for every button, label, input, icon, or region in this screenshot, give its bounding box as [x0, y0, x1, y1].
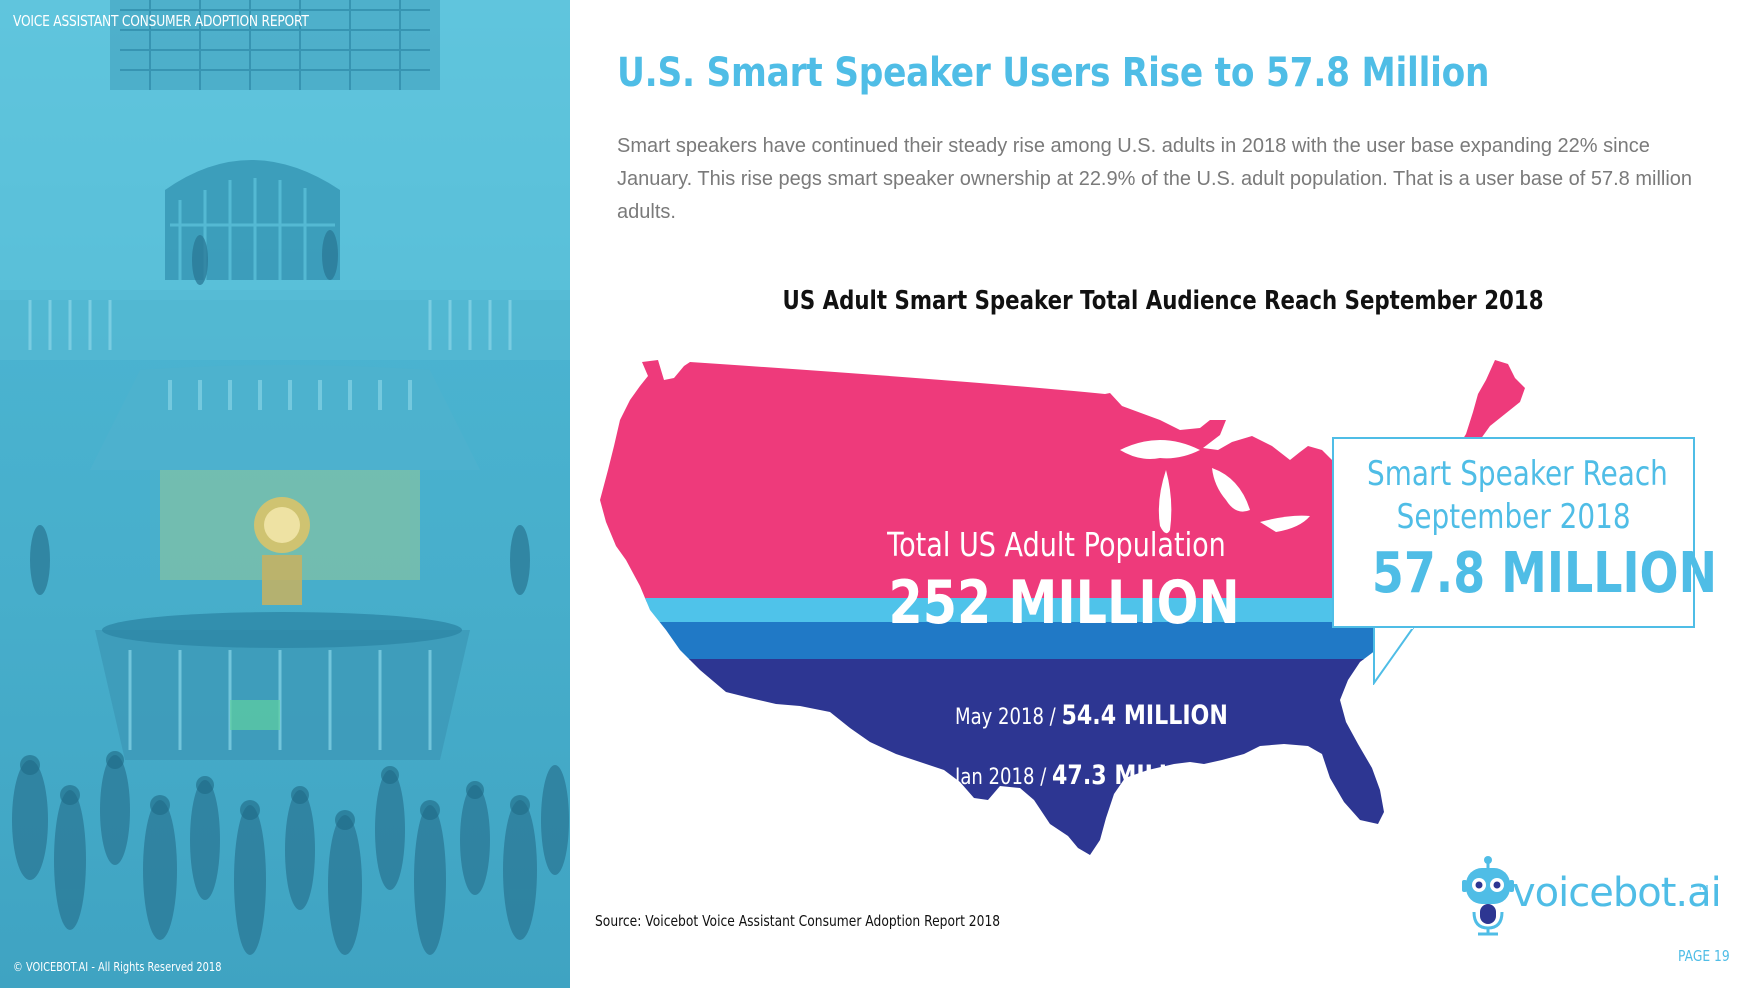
callout-value: 57.8 MILLION [1371, 541, 1718, 606]
may-2018-label: May 2018 / 54.4 MILLION [955, 700, 1288, 731]
callout-line2: September 2018 [1396, 497, 1631, 537]
logo-trademark: TM [1698, 884, 1709, 892]
page-number: PAGE 19 [1678, 947, 1730, 965]
callout-title: Smart Speaker Reach September 2018 [1334, 453, 1693, 539]
population-label: Total US Adult Population [887, 525, 1226, 564]
may-2018-prefix: May 2018 / [955, 705, 1062, 730]
grand-central-photo [0, 0, 570, 955]
jan-2018-label: Jan 2018 / 47.3 MILLION [955, 760, 1276, 791]
logo-text: voicebot.ai [1512, 870, 1722, 916]
copyright-text: © VOICEBOT.AI - All Rights Reserved 2018 [13, 960, 222, 974]
voicebot-logo-icon [1462, 856, 1514, 936]
page-title: U.S. Smart Speaker Users Rise to 57.8 Mi… [617, 50, 1490, 96]
callout-pointer [1373, 625, 1416, 685]
jan-2018-prefix: Jan 2018 / [955, 765, 1053, 790]
jan-2018-value: 47.3 MILLION [1052, 760, 1219, 791]
lake-superior [1120, 440, 1200, 459]
lake-huron [1212, 468, 1250, 512]
source-note: Source: Voicebot Voice Assistant Consume… [595, 912, 1001, 930]
infographic-title-text: US Adult Smart Speaker Total Audience Re… [782, 286, 1544, 316]
population-value: 252 MILLION [888, 568, 1240, 638]
callout-box: Smart Speaker Reach September 2018 57.8 … [1332, 437, 1718, 628]
band-may-2018 [600, 622, 1525, 660]
hero-photo-panel: VOICE ASSISTANT CONSUMER ADOPTION REPORT… [0, 0, 570, 988]
infographic-title: US Adult Smart Speaker Total Audience Re… [617, 286, 1709, 316]
intro-paragraph: Smart speakers have continued their stea… [617, 135, 1693, 223]
report-label: VOICE ASSISTANT CONSUMER ADOPTION REPORT [13, 12, 309, 30]
may-2018-value: 54.4 MILLION [1061, 700, 1228, 731]
lake-erie [1260, 515, 1310, 532]
lake-michigan [1158, 470, 1172, 534]
callout-line1: Smart Speaker Reach [1367, 454, 1668, 494]
